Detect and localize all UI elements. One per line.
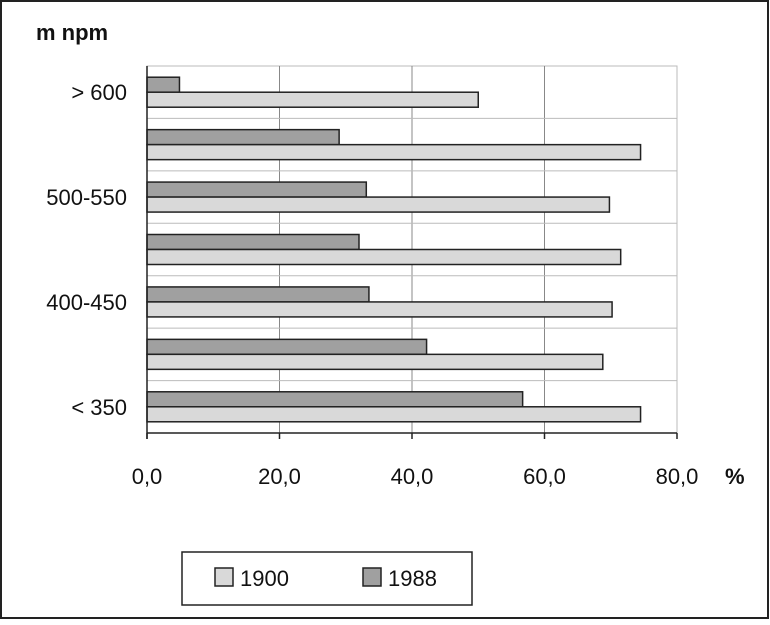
bar-1988	[146, 391, 524, 408]
legend-swatch-1988	[362, 567, 382, 587]
bar-1900	[146, 143, 642, 161]
bar-1988	[146, 128, 340, 146]
tick-labels: 0,0 20,0 40,0 60,0 80,0	[132, 464, 699, 489]
category-label: > 600	[71, 80, 127, 105]
bar-1900	[146, 301, 613, 318]
bar-1900	[146, 406, 642, 423]
bars-layer	[146, 76, 642, 423]
x-tick-label: 40,0	[391, 464, 434, 489]
x-tick-label: 60,0	[523, 464, 566, 489]
bar-1900	[146, 91, 479, 108]
bar-1988	[146, 338, 428, 356]
bar-1900	[146, 353, 604, 371]
bar-1988	[146, 233, 360, 251]
x-tick-label: 80,0	[656, 464, 699, 489]
legend-label-1900: 1900	[240, 566, 289, 591]
legend-label-1988: 1988	[388, 566, 437, 591]
bar-1988	[146, 76, 181, 93]
bar-1988	[146, 286, 370, 303]
y-axis-title: m npm	[36, 20, 108, 45]
bar-1900	[146, 248, 622, 266]
x-axis-unit: %	[725, 464, 745, 489]
legend: 1900 1988	[181, 551, 473, 606]
bar-1900	[146, 196, 611, 213]
legend-swatch-1900	[214, 567, 234, 587]
bar-1988	[146, 181, 368, 198]
x-tick-label: 0,0	[132, 464, 163, 489]
category-label: < 350	[71, 395, 127, 420]
category-labels: < 350 400-450 500-550 > 600	[46, 80, 127, 420]
category-label: 500-550	[46, 185, 127, 210]
category-label: 400-450	[46, 290, 127, 315]
x-tick-label: 20,0	[258, 464, 301, 489]
axis-layer	[146, 66, 678, 439]
